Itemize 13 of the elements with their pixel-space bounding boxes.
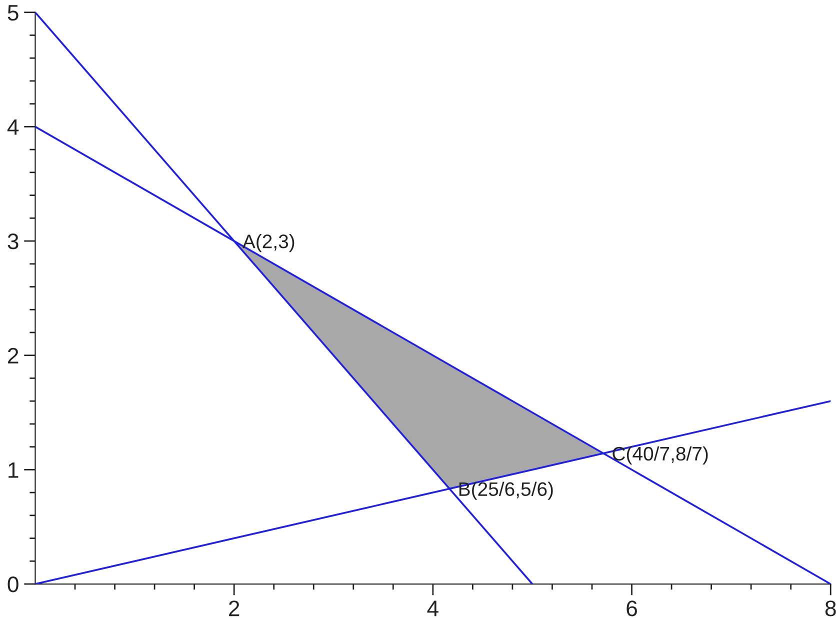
annotation: B(25/6,5/6) xyxy=(459,482,553,500)
x-tick-label: 8 xyxy=(825,600,836,616)
y-tick-label: 3 xyxy=(8,234,18,250)
y-tick-label: 5 xyxy=(8,5,18,21)
y-tick-label: 2 xyxy=(8,348,18,364)
y-tick-label: 1 xyxy=(8,462,18,478)
x-tick-label: 2 xyxy=(229,600,240,616)
x-tick-label: 4 xyxy=(427,600,438,616)
y-tick-label: 0 xyxy=(8,576,18,592)
x-tick-label: 6 xyxy=(626,600,637,616)
annotation: A(2,3) xyxy=(242,234,294,252)
annotation: C(40/7,8/7) xyxy=(612,446,708,464)
y-tick-label: 4 xyxy=(7,119,19,135)
